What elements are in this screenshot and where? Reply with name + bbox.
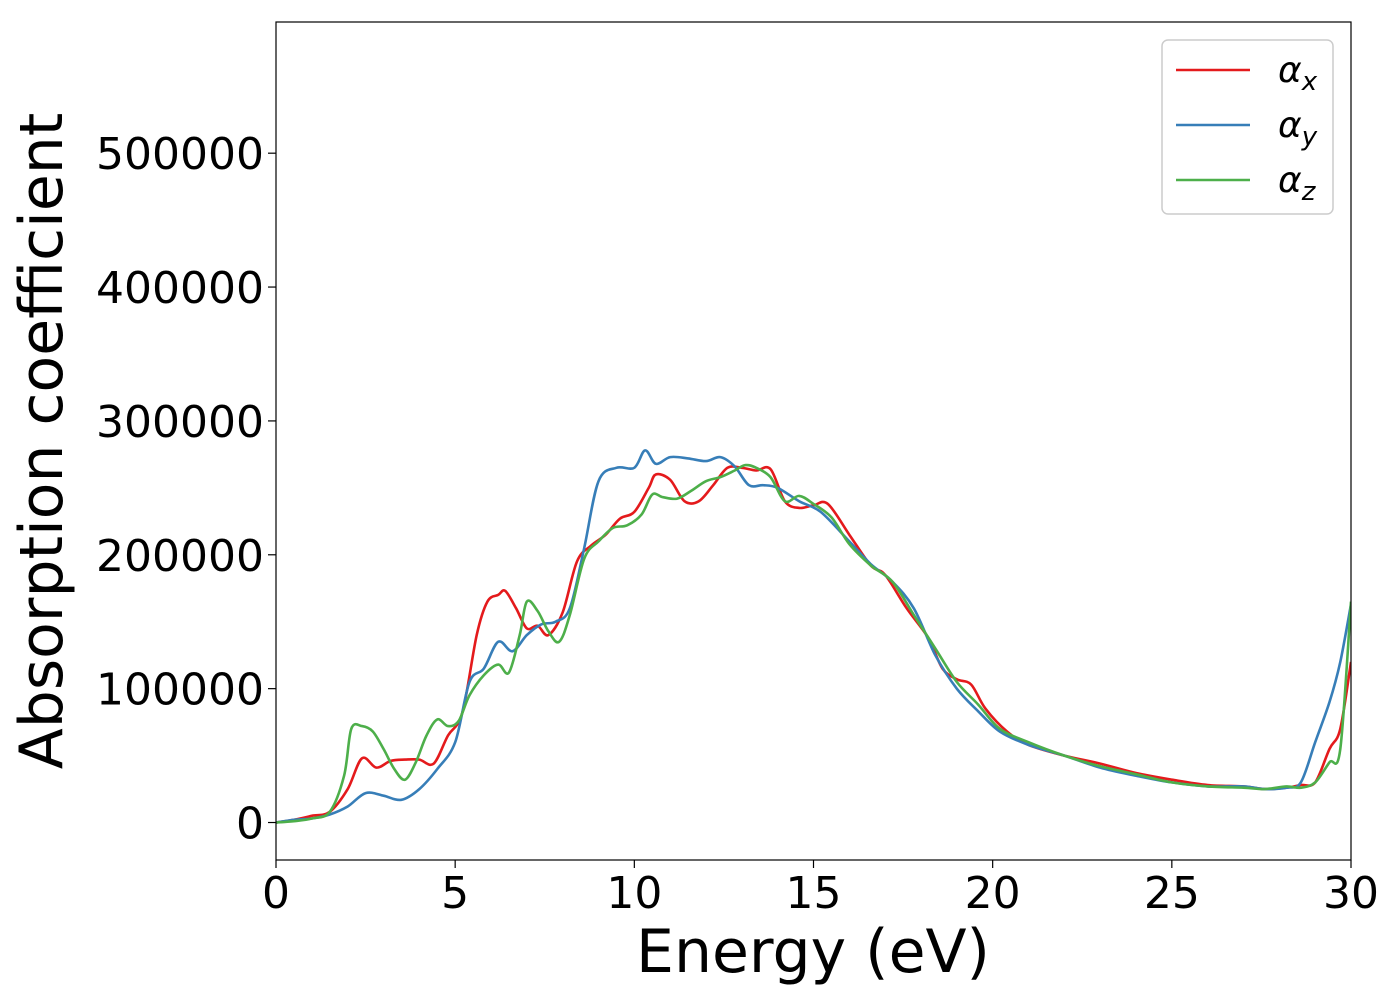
y-axis: 0 100000 200000 300000 400000 500000 <box>96 129 276 850</box>
x-axis: 0 5 10 15 20 25 30 <box>262 860 1379 919</box>
y-tick-label: 0 <box>236 799 264 850</box>
series-line-x <box>276 465 1351 824</box>
x-tick-label: 0 <box>262 868 290 919</box>
y-axis-title: Absorption coefficient <box>7 113 77 770</box>
series-layer <box>276 449 1351 824</box>
legend-label-z: αz <box>1278 160 1317 207</box>
legend-label-x: αx <box>1278 50 1318 97</box>
y-tick-label: 400000 <box>96 263 264 314</box>
legend-symbol: α <box>1278 105 1302 146</box>
y-tick-label: 300000 <box>96 397 264 448</box>
legend-subscript: z <box>1301 177 1317 207</box>
x-tick-label: 10 <box>606 868 662 919</box>
y-tick-label: 100000 <box>96 665 264 716</box>
legend-symbol: α <box>1278 50 1302 91</box>
legend-symbol: α <box>1278 160 1302 201</box>
x-axis-title: Energy (eV) <box>636 917 990 987</box>
legend-subscript: x <box>1301 67 1318 97</box>
series-line-z <box>276 463 1351 824</box>
legend-box <box>1161 39 1334 215</box>
y-tick-label: 200000 <box>96 531 264 582</box>
x-tick-label: 20 <box>965 868 1021 919</box>
x-tick-label: 5 <box>441 868 469 919</box>
legend-subscript: y <box>1301 122 1318 152</box>
legend-label-y: αy <box>1278 105 1318 152</box>
x-tick-label: 15 <box>786 868 842 919</box>
y-tick-label: 500000 <box>96 129 264 180</box>
x-tick-label: 30 <box>1323 868 1379 919</box>
x-tick-label: 25 <box>1144 868 1200 919</box>
